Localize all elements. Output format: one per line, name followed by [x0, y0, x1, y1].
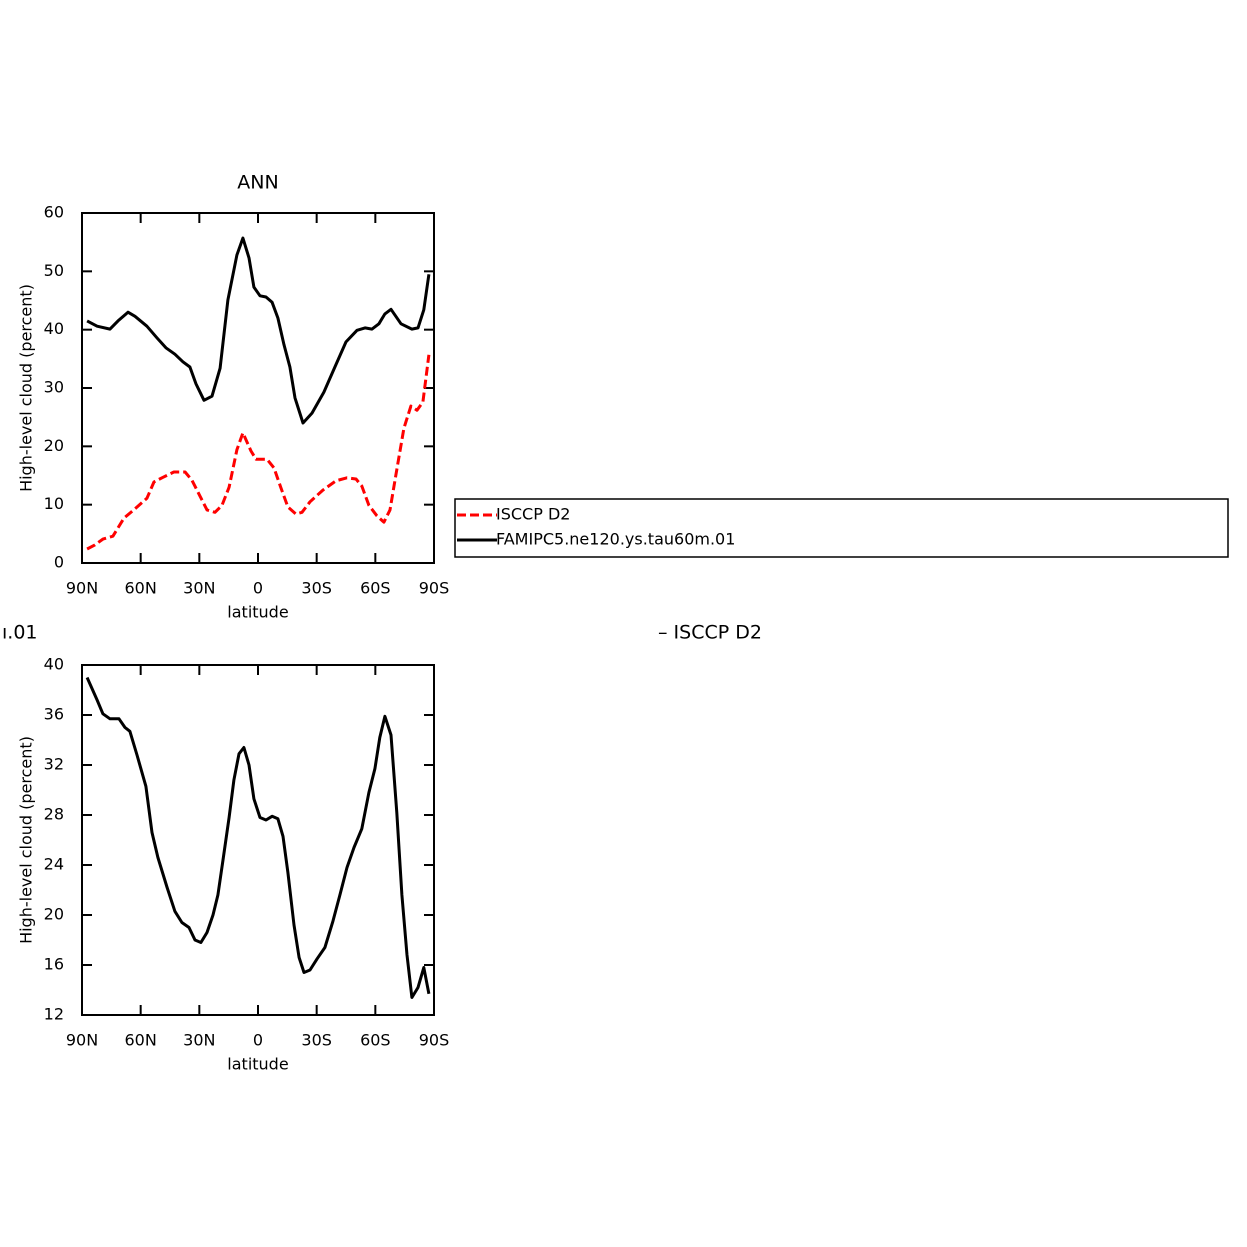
legend-box: [454, 498, 1229, 558]
x-tick-label: 60S: [360, 1031, 391, 1050]
y-tick-label: 40: [44, 655, 64, 674]
x-tick-label: 30N: [183, 1031, 215, 1050]
legend-label: ISCCP D2: [496, 505, 570, 524]
x-tick-label: 0: [253, 579, 263, 598]
x-tick-label: 0: [253, 1031, 263, 1050]
y-tick-label: 40: [44, 319, 64, 338]
legend-label: FAMIPC5.ne120.ys.tau60m.01: [496, 530, 735, 549]
x-tick-label: 60N: [125, 579, 157, 598]
chart-title-fragment: ı.01: [2, 622, 38, 644]
x-tick-label: 90S: [419, 1031, 450, 1050]
chart-title: ANN: [237, 172, 278, 194]
chart-title-fragment: – ISCCP D2: [658, 622, 762, 644]
y-tick-label: 10: [44, 494, 64, 513]
y-tick-label: 36: [44, 705, 64, 724]
x-tick-label: 30S: [301, 579, 332, 598]
x-tick-label: 90S: [419, 579, 450, 598]
x-axis-label: latitude: [227, 603, 288, 622]
x-tick-label: 90N: [66, 579, 98, 598]
x-tick-label: 60N: [125, 1031, 157, 1050]
y-tick-label: 30: [44, 378, 64, 397]
x-tick-label: 30S: [301, 1031, 332, 1050]
y-tick-label: 24: [44, 855, 64, 874]
data-line: [86, 236, 431, 425]
y-tick-label: 16: [44, 955, 64, 974]
y-tick-label: 50: [44, 261, 64, 280]
y-tick-label: 20: [44, 905, 64, 924]
y-tick-label: 60: [44, 203, 64, 222]
y-tick-label: 28: [44, 805, 64, 824]
y-axis-label: High-level cloud (percent): [17, 736, 36, 944]
data-line: [85, 676, 431, 999]
y-tick-label: 20: [44, 436, 64, 455]
y-tick-label: 32: [44, 755, 64, 774]
y-tick-label: 12: [44, 1005, 64, 1024]
x-tick-label: 90N: [66, 1031, 98, 1050]
x-axis-label: latitude: [227, 1055, 288, 1074]
x-tick-label: 30N: [183, 579, 215, 598]
x-tick-label: 60S: [360, 579, 391, 598]
plot-frame: [81, 664, 435, 1016]
plot-frame: [81, 212, 435, 564]
y-axis-label: High-level cloud (percent): [17, 284, 36, 492]
data-line: [86, 354, 431, 551]
y-tick-label: 0: [54, 553, 64, 572]
